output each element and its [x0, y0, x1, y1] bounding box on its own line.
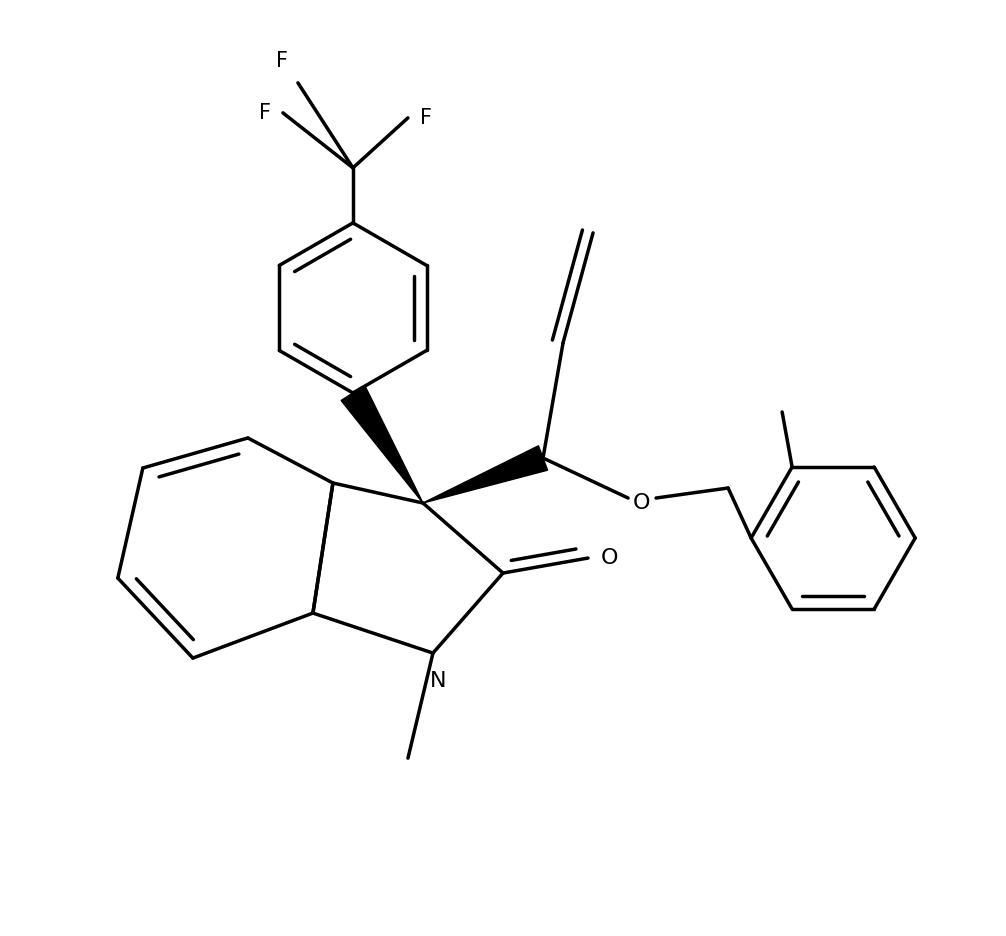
- Polygon shape: [341, 386, 423, 503]
- Text: N: N: [430, 671, 447, 691]
- Text: O: O: [601, 548, 619, 568]
- Text: F: F: [420, 108, 432, 128]
- Text: O: O: [633, 493, 651, 513]
- Text: F: F: [276, 51, 288, 71]
- Text: F: F: [259, 103, 271, 123]
- Polygon shape: [423, 446, 547, 503]
